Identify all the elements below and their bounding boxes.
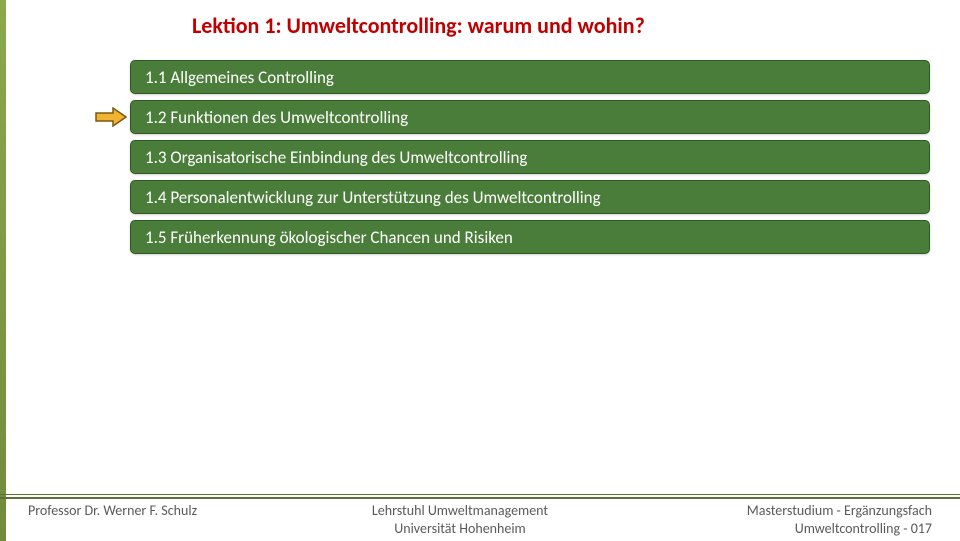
- toc-item: 1.1 Allgemeines Controlling: [130, 60, 930, 94]
- footer-rule: [0, 494, 960, 499]
- slide: Lektion 1: Umweltcontrolling: warum und …: [0, 0, 960, 541]
- toc-item: 1.3 Organisatorische Einbindung des Umwe…: [130, 140, 930, 174]
- toc-item-label: 1.1 Allgemeines Controlling: [145, 67, 334, 88]
- side-stripe: [0, 0, 6, 541]
- arrow-right-icon: [95, 107, 127, 127]
- toc-item-label: 1.3 Organisatorische Einbindung des Umwe…: [145, 147, 527, 168]
- footer-center: Lehrstuhl Umweltmanagement Universität H…: [310, 502, 610, 537]
- footer-rule-thick: [0, 497, 960, 499]
- footer-center-line1: Lehrstuhl Umweltmanagement: [310, 502, 610, 520]
- toc-item-label: 1.5 Früherkennung ökologischer Chancen u…: [145, 227, 513, 248]
- footer-right-line1: Masterstudium - Ergänzungsfach: [632, 502, 932, 520]
- toc-item-label: 1.2 Funktionen des Umweltcontrolling: [145, 107, 408, 128]
- footer-left-line1: Professor Dr. Werner F. Schulz: [28, 502, 288, 520]
- table-of-contents: 1.1 Allgemeines Controlling 1.2 Funktione…: [130, 60, 930, 254]
- footer: Professor Dr. Werner F. Schulz Lehrstuhl…: [0, 502, 960, 537]
- footer-right: Masterstudium - Ergänzungsfach Umweltcon…: [632, 502, 932, 537]
- toc-item: 1.4 Personalentwicklung zur Unterstützun…: [130, 180, 930, 214]
- footer-center-line2: Universität Hohenheim: [310, 520, 610, 538]
- toc-item-label: 1.4 Personalentwicklung zur Unterstützun…: [145, 187, 601, 208]
- page-title: Lektion 1: Umweltcontrolling: warum und …: [192, 12, 645, 39]
- toc-item: 1.5 Früherkennung ökologischer Chancen u…: [130, 220, 930, 254]
- footer-left: Professor Dr. Werner F. Schulz: [28, 502, 288, 537]
- footer-rule-thin: [0, 494, 960, 495]
- toc-item: 1.2 Funktionen des Umweltcontrolling: [130, 100, 930, 134]
- current-section-indicator: [95, 107, 127, 132]
- footer-right-line2: Umweltcontrolling - 017: [632, 520, 932, 538]
